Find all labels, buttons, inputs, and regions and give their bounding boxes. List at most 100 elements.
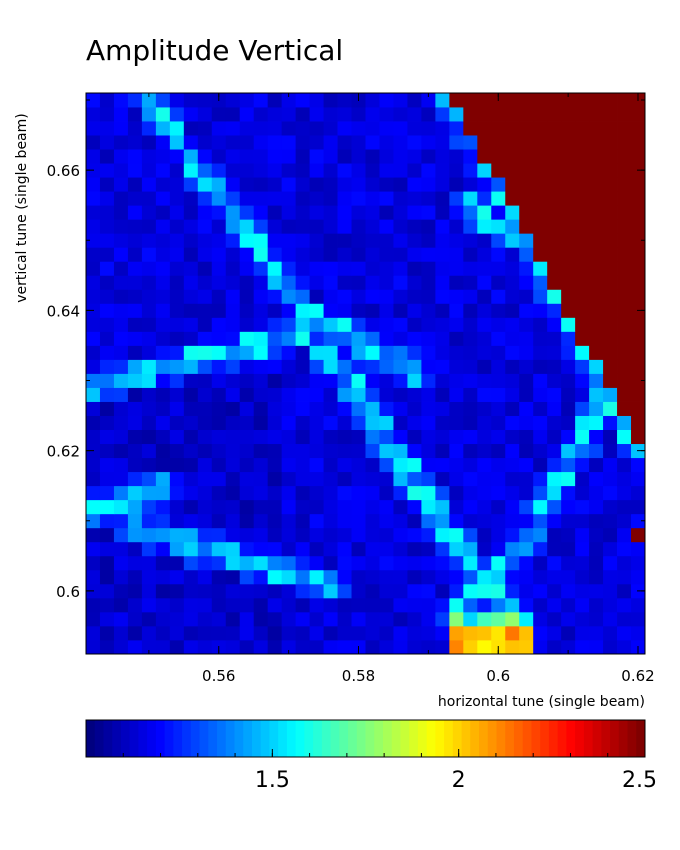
colorbar-step xyxy=(522,720,532,757)
heatmap-cell xyxy=(113,233,129,248)
heatmap-cell xyxy=(197,429,213,445)
heatmap-cell xyxy=(267,639,283,655)
heatmap-cell xyxy=(449,457,464,473)
heatmap-cell xyxy=(197,359,213,374)
heatmap-cell xyxy=(253,429,269,445)
heatmap-cell xyxy=(127,205,143,220)
heatmap-cell xyxy=(449,583,464,599)
heatmap-cell xyxy=(421,527,436,543)
heatmap-cell xyxy=(463,611,478,627)
heatmap-cell xyxy=(99,93,115,108)
colorbar-step xyxy=(225,720,235,757)
heatmap-cell xyxy=(491,611,506,627)
heatmap-cell xyxy=(281,135,297,150)
heatmap-cell xyxy=(491,275,506,290)
heatmap-cell xyxy=(239,611,255,627)
heatmap-cell xyxy=(183,401,199,416)
heatmap-cell xyxy=(323,401,338,416)
heatmap-cell xyxy=(309,569,324,585)
heatmap-cell xyxy=(477,345,492,360)
heatmap-cell xyxy=(435,233,450,248)
heatmap-cell xyxy=(197,541,213,557)
heatmap-cell xyxy=(379,401,394,416)
heatmap-cell xyxy=(407,93,422,108)
heatmap-cell xyxy=(421,597,436,613)
heatmap-cell xyxy=(323,569,338,585)
heatmap-cell xyxy=(169,247,185,262)
heatmap-cell xyxy=(225,135,241,150)
heatmap-cell xyxy=(197,555,213,571)
heatmap-cell xyxy=(337,569,352,585)
heatmap-cell xyxy=(589,555,604,571)
heatmap-cell xyxy=(449,597,464,613)
heatmap-cell xyxy=(127,275,143,290)
heatmap-cell xyxy=(435,359,450,374)
heatmap-cell xyxy=(253,317,269,332)
heatmap-cell xyxy=(561,415,576,430)
heatmap-cell xyxy=(435,107,450,122)
heatmap-cell xyxy=(127,373,143,388)
heatmap-cell xyxy=(477,457,492,473)
heatmap-cell xyxy=(519,611,534,627)
heatmap-cell xyxy=(561,219,576,234)
heatmap-cell xyxy=(127,121,143,136)
heatmap-cell xyxy=(309,625,324,641)
heatmap-cell xyxy=(449,429,464,445)
heatmap-cell xyxy=(379,233,394,248)
heatmap-cell xyxy=(169,163,185,178)
heatmap-cell xyxy=(421,569,436,585)
heatmap-cell xyxy=(449,107,464,122)
heatmap-cell xyxy=(449,373,464,388)
heatmap-cell xyxy=(533,191,548,206)
heatmap-cell xyxy=(533,289,548,304)
heatmap-cell xyxy=(225,541,241,557)
heatmap-cell xyxy=(337,177,352,192)
heatmap-cell xyxy=(169,569,185,585)
heatmap-cell xyxy=(519,93,534,108)
heatmap-cell xyxy=(197,597,213,613)
colorbar-step xyxy=(304,720,314,757)
heatmap-cell xyxy=(519,345,534,360)
heatmap-cell xyxy=(393,597,408,613)
heatmap-cell xyxy=(183,485,199,501)
heatmap-cell xyxy=(197,177,213,192)
heatmap-cell xyxy=(519,331,534,346)
heatmap-cell xyxy=(603,317,618,332)
heatmap-cell xyxy=(267,275,283,290)
heatmap-cell xyxy=(211,583,227,599)
heatmap-cell xyxy=(281,177,297,192)
heatmap-cell xyxy=(603,569,618,585)
heatmap-cell xyxy=(617,121,632,136)
heatmap-cell xyxy=(155,219,171,234)
heatmap-cell xyxy=(183,625,199,641)
heatmap-cell xyxy=(281,611,297,627)
heatmap-cell xyxy=(99,569,115,585)
heatmap-cell xyxy=(86,331,101,346)
heatmap-cell xyxy=(239,359,255,374)
heatmap-cell xyxy=(295,471,311,487)
heatmap-cell xyxy=(225,429,241,445)
heatmap-cell xyxy=(253,457,269,473)
heatmap-cell xyxy=(421,373,436,388)
heatmap-cell xyxy=(393,233,408,248)
heatmap-cell xyxy=(183,471,199,487)
heatmap-cell xyxy=(407,359,422,374)
heatmap-cell xyxy=(589,93,604,108)
heatmap-cell xyxy=(155,443,171,459)
heatmap-cell xyxy=(253,233,269,248)
heatmap-cell xyxy=(86,275,101,290)
heatmap-cell xyxy=(477,149,492,164)
heatmap-cell xyxy=(183,107,199,122)
heatmap-cell xyxy=(323,359,338,374)
heatmap-cell xyxy=(617,639,632,655)
heatmap-cell xyxy=(393,93,408,108)
heatmap-cell xyxy=(491,499,506,515)
heatmap-cell xyxy=(211,107,227,122)
heatmap-cell xyxy=(351,205,366,220)
heatmap-cell xyxy=(267,499,283,515)
heatmap-cell xyxy=(505,93,520,108)
colorbar-step xyxy=(513,720,524,757)
heatmap-cell xyxy=(421,247,436,262)
heatmap-cell xyxy=(561,177,576,192)
